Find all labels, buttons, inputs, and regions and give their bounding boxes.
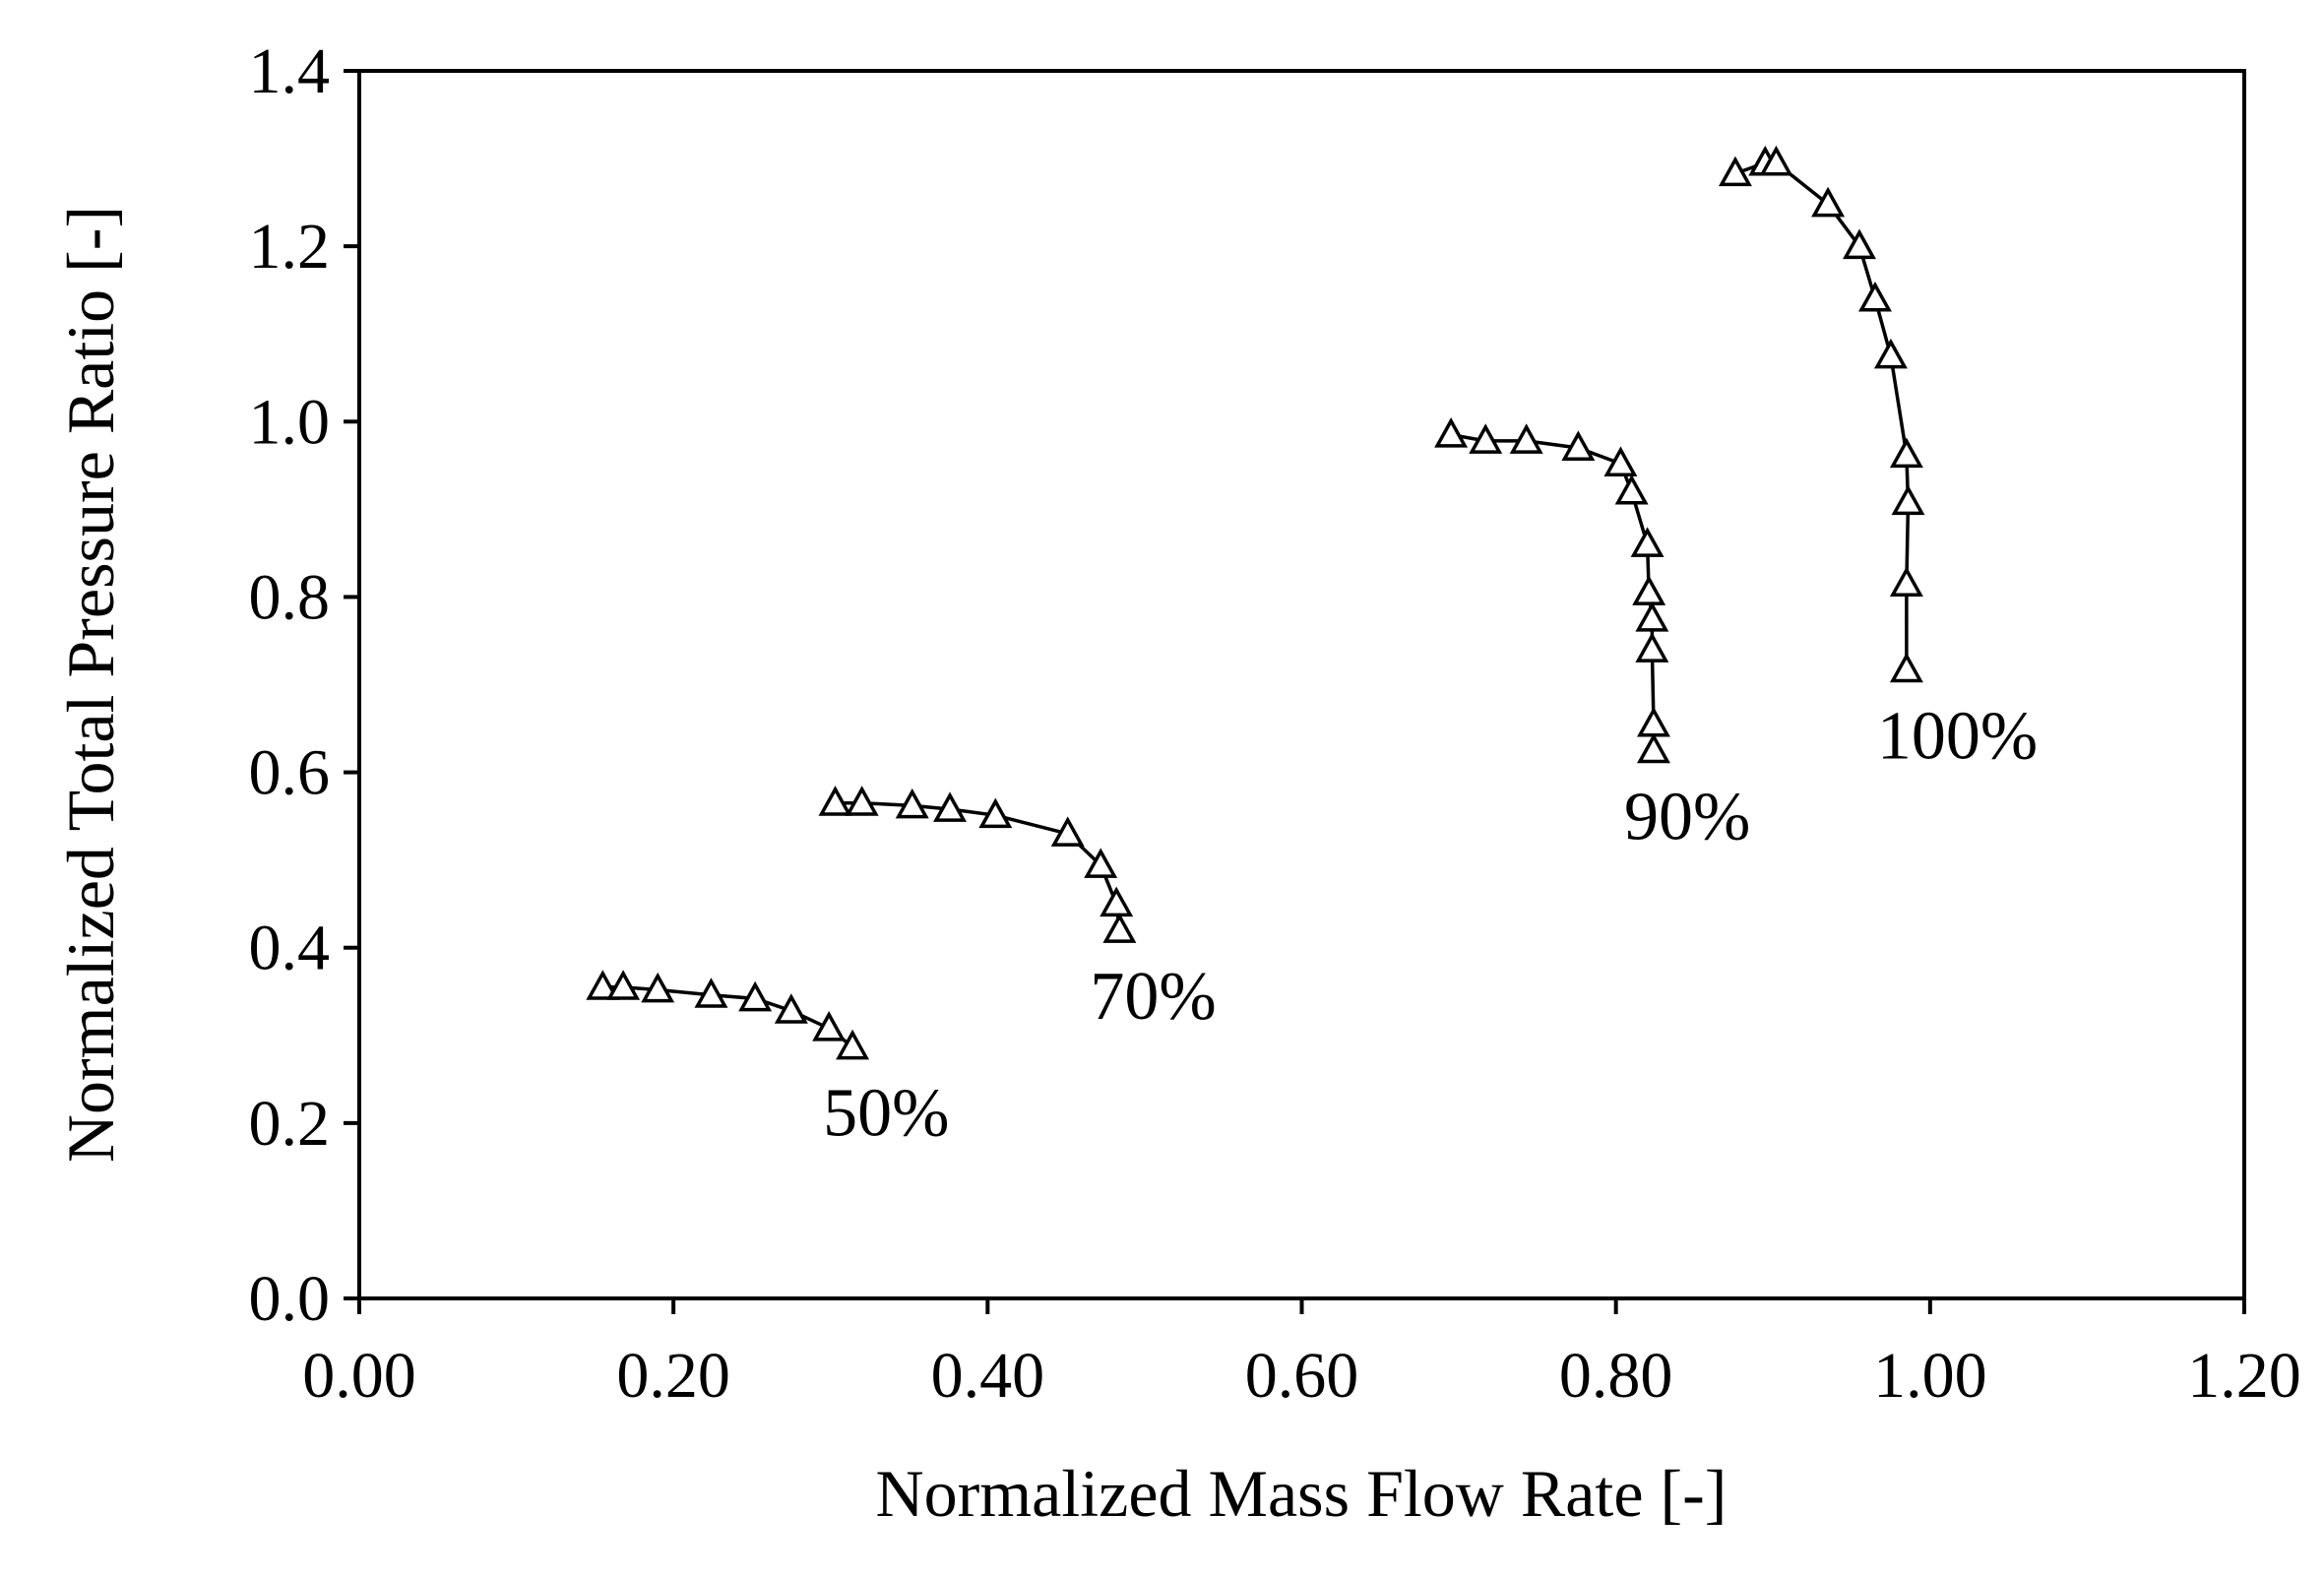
- data-point-triangle: [1606, 450, 1634, 474]
- data-point-triangle: [1722, 159, 1749, 184]
- series-line: [1451, 435, 1654, 751]
- y-tick-label: 1.2: [249, 211, 331, 283]
- x-tick-label: 0.00: [302, 1340, 416, 1412]
- series-label: 50%: [823, 1075, 949, 1151]
- chart-container: 0.0 0.2 0.4 0.6 0.8 1.0 1.2 1.4 0.00 0.20 0.40 0.6…: [0, 0, 2324, 1573]
- x-axis-title: Normalized Mass Flow Rate [-]: [876, 1456, 1727, 1531]
- series-line: [1735, 163, 1909, 670]
- y-tick-label: 0.4: [249, 913, 331, 984]
- plot-frame: [359, 71, 2244, 1298]
- series-100pct: [1722, 150, 1922, 681]
- y-tick-label: 0.0: [249, 1263, 331, 1335]
- pressure-ratio-chart: 0.0 0.2 0.4 0.6 0.8 1.0 1.2 1.4 0.00 0.20 0.40 0.6…: [0, 0, 2324, 1573]
- series-layer: [589, 150, 1921, 1058]
- y-axis-title: Normalized Total Pressure Ratio [-]: [53, 206, 128, 1163]
- data-point-triangle: [1877, 342, 1905, 366]
- y-tick-label: 0.6: [249, 737, 331, 809]
- x-axis: 0.00 0.20 0.40 0.60 0.80 1.00 1.20: [302, 1298, 2301, 1412]
- data-point-triangle: [1894, 488, 1921, 513]
- data-point-triangle: [1105, 916, 1133, 941]
- x-tick-label: 1.00: [1873, 1340, 1987, 1412]
- y-axis: 0.0 0.2 0.4 0.6 0.8 1.0 1.2 1.4: [249, 35, 360, 1335]
- series-line: [836, 803, 1120, 930]
- y-tick-label: 0.8: [249, 561, 331, 633]
- data-point-triangle: [1893, 656, 1920, 680]
- series-label: 100%: [1877, 698, 2038, 774]
- data-point-triangle: [1634, 531, 1662, 555]
- data-point-triangle: [1618, 478, 1646, 503]
- series-90pct: [1437, 421, 1667, 762]
- data-point-triangle: [1437, 421, 1465, 446]
- series-label-layer: 50% 70% 90% 100%: [823, 698, 2038, 1151]
- y-tick-label: 1.4: [249, 35, 331, 107]
- data-point-triangle: [1814, 190, 1842, 215]
- y-tick-label: 0.2: [249, 1088, 331, 1160]
- x-tick-label: 1.20: [2187, 1340, 2301, 1412]
- series-50pct: [589, 974, 866, 1058]
- series-label: 90%: [1624, 779, 1750, 854]
- data-point-triangle: [1640, 711, 1667, 735]
- data-point-triangle: [1102, 890, 1130, 915]
- series-label: 70%: [1090, 959, 1216, 1035]
- data-point-triangle: [1640, 736, 1667, 761]
- data-point-triangle: [1635, 579, 1663, 603]
- series-70pct: [822, 789, 1134, 941]
- data-point-triangle: [1893, 441, 1920, 466]
- data-point-triangle: [815, 1015, 843, 1040]
- data-point-triangle: [778, 997, 805, 1022]
- data-point-triangle: [1638, 636, 1665, 661]
- x-tick-label: 0.60: [1245, 1340, 1359, 1412]
- x-tick-label: 0.80: [1559, 1340, 1673, 1412]
- x-tick-label: 0.20: [616, 1340, 730, 1412]
- data-point-triangle: [1638, 605, 1665, 630]
- x-tick-label: 0.40: [931, 1340, 1045, 1412]
- data-point-triangle: [1893, 570, 1920, 595]
- y-tick-label: 1.0: [249, 386, 331, 458]
- data-point-triangle: [1861, 285, 1889, 310]
